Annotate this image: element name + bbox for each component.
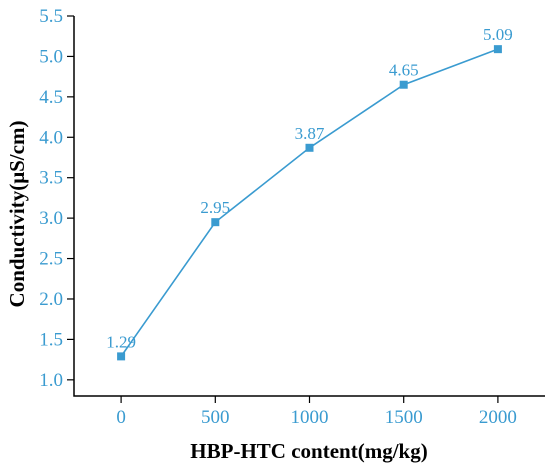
y-tick-label: 1.0 — [39, 370, 63, 391]
x-tick-label: 2000 — [479, 407, 517, 428]
data-point — [305, 143, 314, 152]
data-point — [493, 45, 502, 54]
y-tick-label: 5.5 — [39, 6, 63, 27]
y-tick-label: 4.5 — [39, 87, 63, 108]
y-tick-label: 1.5 — [39, 329, 63, 350]
data-label: 5.09 — [483, 25, 513, 44]
y-axis-title: Conductivity(μS/cm) — [5, 121, 29, 308]
data-label: 2.95 — [200, 198, 230, 217]
data-label: 3.87 — [295, 124, 325, 143]
ticks: 0 500 1000 1500 2000 1.0 1.5 2.0 2.5 3.0 3.5 4.0 4.5… — [39, 6, 517, 428]
data-point — [117, 352, 126, 361]
axis-frame — [73, 16, 545, 397]
data-point — [399, 80, 408, 89]
series-line — [120, 48, 499, 357]
y-tick-label: 5.0 — [39, 46, 63, 67]
y-tick-label: 4.0 — [39, 127, 63, 148]
data-point — [211, 218, 220, 227]
axes — [73, 16, 545, 397]
data-label: 4.65 — [389, 61, 419, 80]
y-tick-label: 3.0 — [39, 208, 63, 229]
x-tick-label: 0 — [116, 407, 126, 428]
x-tick-label: 500 — [201, 407, 230, 428]
data-label: 1.29 — [106, 332, 136, 351]
y-tick-label: 2.0 — [39, 289, 63, 310]
y-tick-label: 3.5 — [39, 168, 63, 189]
series: 1.29 2.95 3.87 4.65 5.09 — [106, 25, 513, 361]
x-tick-label: 1000 — [291, 407, 329, 428]
x-tick-label: 1500 — [385, 407, 423, 428]
y-tick-label: 2.5 — [39, 249, 63, 270]
x-axis-title: HBP-HTC content(mg/kg) — [190, 439, 427, 463]
